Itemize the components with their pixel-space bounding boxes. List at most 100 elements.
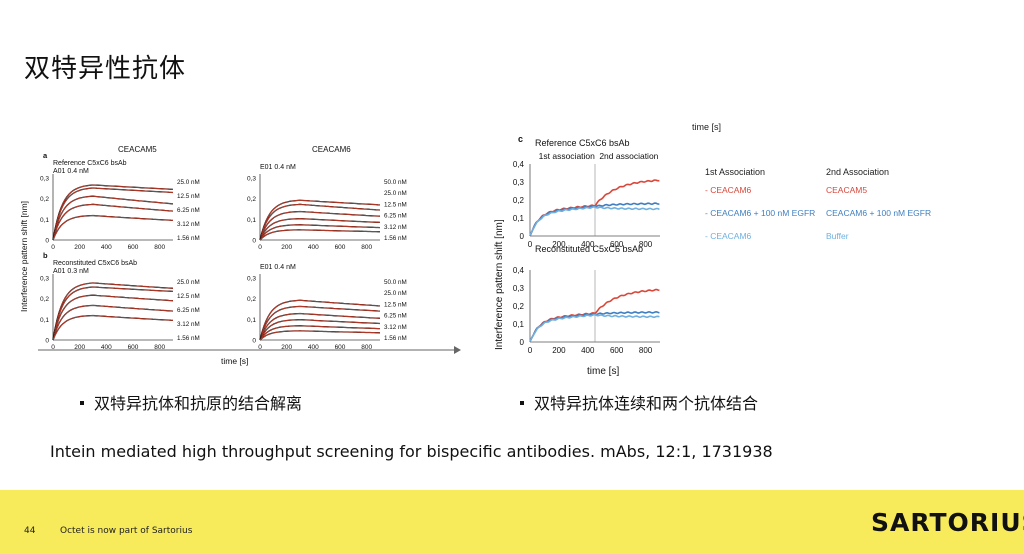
x-tick-label: 800: [154, 244, 165, 251]
x-tick-label: 600: [335, 244, 346, 251]
bullet-right-text: 双特异抗体连续和两个抗体结合: [534, 394, 759, 413]
fit-curve: [52, 294, 174, 341]
series-label: 1.56 nM: [384, 235, 407, 242]
top-cut-label: time [s]: [692, 122, 721, 132]
y-tick-label: 0,2: [40, 296, 49, 303]
chart-panel-b-ceacam6: 0 0,1 0,2 0,3 0 200 400 600 800 E01 0.4 nM 50.0 nM…: [247, 264, 407, 351]
figure-ab: CEACAM5 CEACAM6 Interference pattern shi…: [19, 145, 461, 366]
right-x-axis-label: time [s]: [587, 366, 619, 377]
bullet-left: 双特异抗体和抗原的结合解离: [80, 390, 302, 414]
panel-label: Reference C5xC6 bsAb: [53, 160, 127, 167]
x-tick-label: 800: [639, 240, 653, 249]
chart-panel-a-ceacam6: 0 0,1 0,2 0,3 0 200 400 600 800 E01 0.4 nM 50.0 nM…: [247, 164, 407, 251]
x-tick-label: 200: [552, 240, 566, 249]
citation: Intein mediated high throughput screenin…: [50, 442, 773, 461]
bullet-right: 双特异抗体连续和两个抗体结合: [520, 390, 758, 414]
y-tick-label: 0,4: [513, 160, 525, 169]
x-tick-label: 0: [51, 344, 55, 351]
footer-bar: 44 Octet is now part of Sartorius SARTOR…: [0, 490, 1024, 554]
series-label: 6.25 nM: [177, 307, 200, 314]
series-label: 12.5 nM: [384, 301, 407, 308]
data-curve: [52, 195, 174, 241]
annotation-1st: 1st association: [539, 151, 595, 161]
fit-curve: [52, 305, 174, 341]
fit-curve: [259, 319, 381, 341]
y-tick-label: 0,2: [247, 296, 256, 303]
data-curve: [52, 187, 174, 241]
fit-curve: [259, 313, 381, 341]
fit-curve: [259, 229, 380, 241]
panel-label: E01 0.4 nM: [260, 264, 296, 271]
fit-curve: [259, 211, 381, 241]
figure-c: time [s] Interference pattern shift [nm]…: [494, 122, 931, 377]
data-curve: [52, 286, 174, 341]
chart-panel-b-ceacam5: 0 0,1 0,2 0,3 0 200 400 600 800 b Reconstituted C5…: [40, 251, 200, 351]
series-label: 1.56 nM: [177, 335, 200, 342]
x-tick-label: 600: [610, 240, 624, 249]
fit-curve: [259, 218, 381, 241]
left-x-axis-label: time [s]: [221, 356, 248, 366]
series-label: 6.25 nM: [384, 213, 407, 220]
fit-curve: [52, 184, 174, 241]
panel-letter: b: [43, 251, 48, 260]
x-tick-label: 600: [335, 344, 346, 351]
y-tick-label: 0: [45, 338, 49, 345]
chart-panel-a-ceacam5: 0 0,1 0,2 0,3 0 200 400 600 800 a Reference C5xC6 …: [40, 151, 200, 251]
legend-row1-first: - CEACAM6: [705, 185, 752, 195]
fit-curve: [259, 299, 381, 341]
series-label: 3.12 nM: [384, 224, 407, 231]
y-tick-label: 0,2: [247, 196, 256, 203]
x-tick-label: 600: [128, 344, 139, 351]
legend-row3-first: - CEACAM6: [705, 231, 752, 241]
fit-curve: [52, 315, 174, 341]
data-curve: [52, 282, 174, 341]
x-tick-label: 200: [552, 346, 566, 355]
bullet-left-text: 双特异抗体和抗原的结合解离: [94, 394, 303, 413]
fit-curve: [259, 325, 380, 341]
series-label: 12.5 nM: [177, 193, 200, 200]
y-tick-label: 0,1: [513, 320, 525, 329]
x-tick-label: 200: [281, 344, 292, 351]
x-tick-label: 400: [581, 346, 595, 355]
y-tick-label: 0,3: [513, 284, 525, 293]
series-label: 6.25 nM: [384, 313, 407, 320]
series-label: 3.12 nM: [177, 221, 200, 228]
x-tick-label: 400: [101, 244, 112, 251]
fit-curve: [259, 203, 381, 241]
left-y-axis-label: Interference pattern shift [nm]: [19, 201, 29, 312]
x-tick-label: 800: [154, 344, 165, 351]
fit-curve: [259, 306, 381, 341]
series-label: 25.0 nM: [177, 279, 200, 286]
x-tick-label: 0: [258, 344, 262, 351]
y-tick-label: 0,1: [247, 317, 256, 324]
x-tick-label: 600: [610, 346, 624, 355]
panel-label: Reference C5xC6 bsAb: [535, 138, 630, 148]
x-tick-label: 0: [51, 244, 55, 251]
bullet-marker: [80, 400, 84, 405]
page-number: 44: [24, 526, 36, 536]
x-tick-label: 600: [128, 244, 139, 251]
x-tick-label: 400: [581, 240, 595, 249]
fit-curve: [259, 224, 381, 241]
sartorius-logo: SARTORIUS: [871, 508, 1024, 537]
trace-curve: [529, 205, 660, 236]
fit-curve: [52, 282, 174, 341]
series-label: 3.12 nM: [384, 324, 407, 331]
legend-row1-second: CEACAM5: [826, 185, 867, 195]
slide-title: 双特异性抗体: [24, 54, 187, 84]
panel-letter: a: [43, 151, 48, 160]
legend-header-2nd: 2nd Association: [826, 167, 889, 177]
series-label: 25.0 nM: [384, 290, 407, 297]
data-curve: [52, 304, 174, 341]
y-tick-label: 0,2: [40, 196, 49, 203]
fit-curve: [52, 203, 174, 241]
legend-row2-first: - CEACAM6 + 100 nM EGFR: [705, 208, 815, 218]
series-label: 6.25 nM: [177, 207, 200, 214]
y-tick-label: 0,3: [247, 176, 256, 183]
left-time-axis-arrow: [454, 346, 461, 354]
x-tick-label: 800: [361, 244, 372, 251]
fit-curve: [52, 187, 174, 241]
y-tick-label: 0,4: [513, 266, 525, 275]
y-tick-label: 0,2: [513, 302, 525, 311]
trace-curve: [529, 313, 660, 342]
